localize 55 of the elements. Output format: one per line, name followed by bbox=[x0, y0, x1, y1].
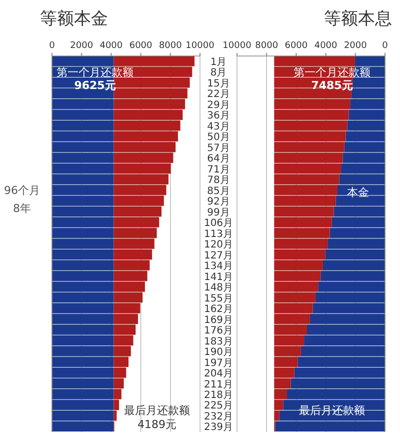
y-tick-label: 22月 bbox=[207, 89, 230, 100]
x-tick-label: 2000 bbox=[70, 41, 94, 51]
x-tick-label: 0 bbox=[382, 41, 388, 51]
y-tick-label: 190月 bbox=[204, 347, 234, 358]
annotation: 最后月还款额 bbox=[124, 404, 190, 417]
y-tick-label: 8月 bbox=[210, 68, 227, 79]
y-tick-label: 57月 bbox=[207, 142, 230, 154]
y-tick-label: 50月 bbox=[207, 132, 230, 144]
x-tick-label: 0 bbox=[49, 41, 56, 51]
y-tick-label: 197月 bbox=[204, 358, 234, 369]
x-tick-label: 4000 bbox=[314, 41, 338, 51]
text: 96个月 bbox=[4, 184, 40, 197]
y-tick-label: 169月 bbox=[204, 314, 234, 326]
y-tick-label: 232月 bbox=[204, 411, 234, 422]
chart-title: 等额本金 bbox=[40, 9, 108, 29]
y-tick-label: 29月 bbox=[207, 100, 230, 111]
y-tick-label: 162月 bbox=[204, 304, 234, 316]
y-tick-label: 134月 bbox=[204, 261, 234, 272]
x-tick-label: 8000 bbox=[158, 41, 182, 51]
y-tick-label: 148月 bbox=[204, 282, 234, 294]
y-tick-label: 120月 bbox=[204, 240, 234, 251]
y-tick-label: 99月 bbox=[207, 207, 230, 218]
chart-title: 等额本息 bbox=[324, 9, 392, 29]
x-tick-label: 4000 bbox=[100, 41, 123, 51]
y-tick-label: 127月 bbox=[204, 250, 234, 262]
y-tick-label: 113月 bbox=[204, 228, 234, 240]
x-tick-label: 10000 bbox=[186, 41, 215, 51]
y-tick-label: 106月 bbox=[204, 218, 234, 230]
y-tick-label: 1月 bbox=[210, 56, 227, 68]
text: 8年 bbox=[13, 202, 31, 215]
y-tick-label: 85月 bbox=[207, 186, 230, 197]
x-tick-label: 6000 bbox=[129, 41, 153, 51]
y-tick-label: 218月 bbox=[204, 390, 234, 401]
y-tick-label: 36月 bbox=[207, 110, 230, 122]
y-tick-label: 183月 bbox=[204, 336, 234, 348]
annotation: 4189元 bbox=[138, 418, 176, 431]
y-tick-label: 15月 bbox=[207, 78, 230, 90]
y-tick-label: 43月 bbox=[207, 121, 230, 132]
y-tick-label: 71月 bbox=[207, 164, 230, 176]
y-tick-label: 141月 bbox=[204, 272, 234, 283]
annotation: 第一个月还款额 bbox=[294, 66, 370, 79]
y-tick-label: 176月 bbox=[204, 326, 234, 337]
x-tick-label: 6000 bbox=[284, 41, 308, 51]
y-tick-label: 78月 bbox=[207, 175, 230, 186]
annotation: 7485元 bbox=[311, 79, 353, 92]
x-tick-label: 10000 bbox=[222, 41, 252, 51]
y-tick-label: 225月 bbox=[204, 400, 234, 412]
x-tick-label: 2000 bbox=[344, 41, 368, 51]
y-tick-label: 155月 bbox=[204, 293, 234, 304]
y-tick-label: 211月 bbox=[204, 379, 234, 390]
y-tick-label: 92月 bbox=[207, 196, 230, 208]
y-tick-label: 64月 bbox=[207, 154, 230, 165]
x-tick-label: 8000 bbox=[255, 41, 278, 51]
y-tick-label: 204月 bbox=[204, 368, 234, 380]
y-tick-label: 239月 bbox=[204, 422, 234, 434]
